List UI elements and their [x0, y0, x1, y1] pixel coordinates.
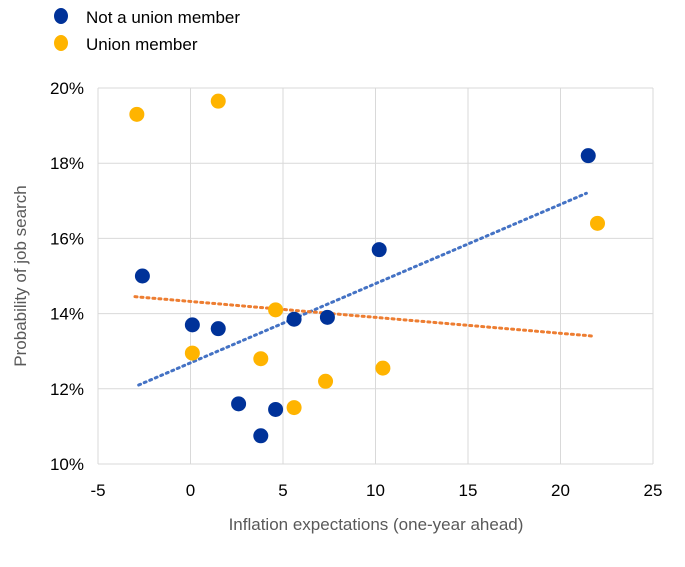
y-tick-label: 14% [50, 305, 84, 324]
point-series-0-7 [319, 309, 335, 325]
point-series-1-1 [210, 93, 226, 109]
legend-marker-not-union [54, 8, 68, 24]
x-tick-label: 10 [366, 481, 385, 500]
point-series-1-5 [286, 400, 302, 416]
point-series-1-0 [129, 106, 145, 122]
x-tick-label: 20 [551, 481, 570, 500]
point-series-0-1 [184, 317, 200, 333]
x-tick-label: 0 [186, 481, 195, 500]
point-series-0-4 [253, 428, 269, 444]
y-tick-label: 18% [50, 154, 84, 173]
y-axis-title: Probability of job search [11, 185, 30, 366]
trendline-series-0 [137, 191, 588, 387]
point-series-0-3 [231, 396, 247, 412]
point-series-1-2 [184, 345, 200, 361]
point-series-1-3 [253, 351, 269, 367]
axes: -5 0 5 10 15 20 25 10% 12% 14% 16% 18% 20% [50, 79, 662, 500]
y-tick-label: 16% [50, 229, 84, 248]
y-tick-label: 10% [50, 455, 84, 474]
x-tick-label: 5 [278, 481, 287, 500]
x-tick-label: -5 [90, 481, 105, 500]
trendlines [133, 191, 596, 387]
trendline-series-1 [133, 295, 596, 338]
x-axis-title: Inflation expectations (one-year ahead) [229, 515, 524, 534]
y-tick-label: 20% [50, 79, 84, 98]
point-series-0-9 [580, 148, 596, 164]
point-series-0-0 [134, 268, 150, 284]
point-series-1-4 [268, 302, 284, 318]
legend-marker-union [54, 35, 68, 51]
point-series-1-6 [318, 373, 334, 389]
legend-label-union: Union member [86, 35, 198, 54]
data-points [129, 93, 605, 444]
y-tick-label: 12% [50, 380, 84, 399]
point-series-0-6 [286, 311, 302, 327]
x-tick-label: 25 [644, 481, 663, 500]
legend-label-not-union: Not a union member [86, 8, 240, 27]
point-series-1-7 [375, 360, 391, 376]
x-tick-label: 15 [459, 481, 478, 500]
point-series-0-5 [268, 401, 284, 417]
point-series-1-8 [590, 215, 605, 231]
point-series-0-8 [371, 242, 387, 258]
gridlines [97, 87, 654, 465]
legend: Not a union member Union member [54, 8, 240, 54]
point-series-0-2 [210, 321, 226, 337]
